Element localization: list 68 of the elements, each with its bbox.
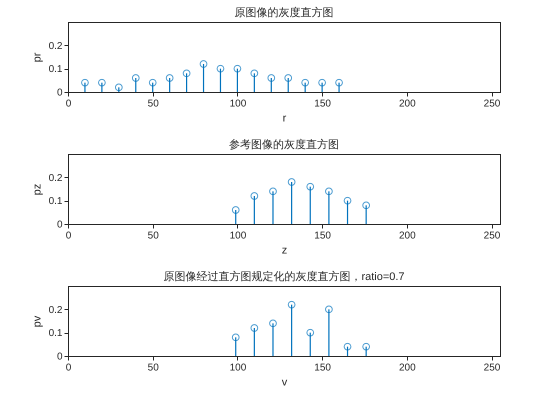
point [301,78,310,87]
x-tick-label: 50 [148,98,160,110]
point [232,206,240,214]
point [182,69,190,78]
x-tick-label: 150 [314,362,332,374]
x-axis-title: z [282,244,288,256]
x-tick-label: 50 [148,362,160,374]
point [335,78,343,87]
y-tick-label: 0 [56,88,63,98]
x-tick-label: 100 [230,362,247,374]
point [250,192,258,200]
y-axis-title: pr [32,52,44,62]
point [269,319,277,328]
y-tick-label: 0.2 [48,304,63,316]
point [344,342,352,351]
x-tick-label: 200 [398,230,416,242]
point [288,300,296,309]
chart-title: 参考图像的灰度直方图 [229,138,339,151]
x-tick-label: 50 [148,230,160,242]
point [306,328,314,337]
x-tick-label: 0 [66,98,72,110]
point [234,64,242,73]
point [98,78,106,87]
y-tick-label: 0.2 [48,40,63,52]
point [232,333,240,342]
x-tick-label: 100 [230,230,247,242]
point [344,196,352,205]
point [318,78,326,87]
x-tick-label: 250 [484,98,501,110]
point [132,74,140,82]
y-tick-label: 0.1 [48,328,63,340]
x-tick-label: 100 [230,98,247,110]
point [269,187,277,196]
point [81,78,89,87]
point [362,201,370,210]
x-tick-label: 150 [314,98,332,110]
point [288,178,296,186]
x-tick-label: 150 [314,230,332,242]
y-tick-label: 0 [56,220,63,230]
point [200,60,208,68]
x-tick-label: 200 [398,362,416,374]
chart-title: 原图像的灰度直方图 [234,6,334,19]
point [362,342,370,351]
y-axis-title: pz [32,184,44,196]
y-tick-label: 0.1 [48,196,63,208]
y-axis-title: pv [32,315,44,328]
x-tick-label: 0 [66,362,72,374]
point [325,187,333,196]
x-tick-label: 200 [398,98,416,110]
y-tick-label: 0 [56,352,63,362]
y-tick-label: 0.2 [48,172,63,184]
point [325,305,333,314]
point [306,182,314,191]
point [148,78,157,87]
point [284,74,292,82]
point [267,74,276,82]
point [250,324,258,332]
x-tick-label: 250 [484,230,501,242]
point [114,83,123,92]
x-tick-label: 250 [484,362,501,374]
point [166,74,174,82]
x-axis-title: v [282,376,288,388]
x-tick-label: 0 [66,230,72,242]
chart-title: 原图像经过直方图规定化的灰度直方图，ratio=0.7 [163,270,405,283]
x-axis-title: r [282,112,287,124]
y-tick-label: 0.1 [48,64,63,76]
point [250,69,258,78]
point [216,64,224,73]
